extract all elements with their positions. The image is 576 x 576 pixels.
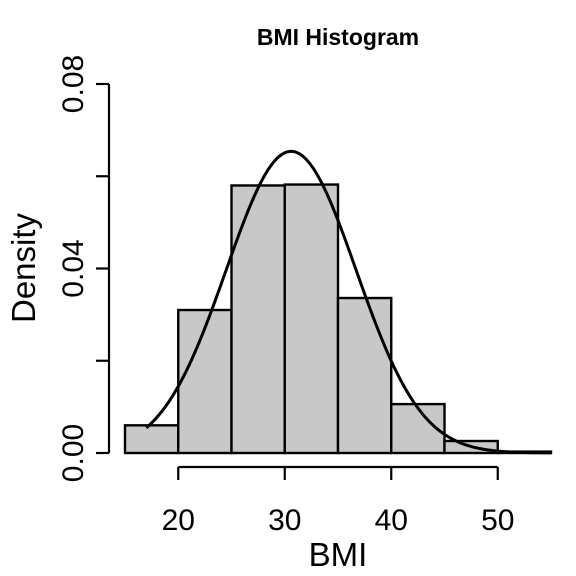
y-axis-label: Density: [5, 212, 42, 323]
x-axis: 20 30 40 50: [162, 465, 514, 537]
x-tick-label-50: 50: [481, 504, 514, 537]
histogram-bars: [123, 183, 553, 455]
histogram-bar-1: [123, 424, 180, 455]
y-tick-label-0: 0.00: [57, 424, 90, 482]
histogram-bar-3: [230, 184, 286, 455]
y-axis: 0.00 0.04 0.08: [57, 55, 111, 482]
histogram-bar-5: [336, 296, 393, 455]
x-tick-label-30: 30: [268, 504, 301, 537]
x-tick-label-40: 40: [375, 504, 408, 537]
y-tick-label-2: 0.04: [57, 239, 90, 297]
histogram-bar-4: [283, 183, 340, 455]
x-tick-label-20: 20: [162, 504, 195, 537]
x-axis-label: BMI: [309, 536, 368, 573]
density-curve: [145, 149, 552, 455]
chart-title: BMI Histogram: [257, 24, 419, 50]
y-tick-label-4: 0.08: [57, 55, 90, 113]
histogram-bar-2: [177, 308, 233, 455]
